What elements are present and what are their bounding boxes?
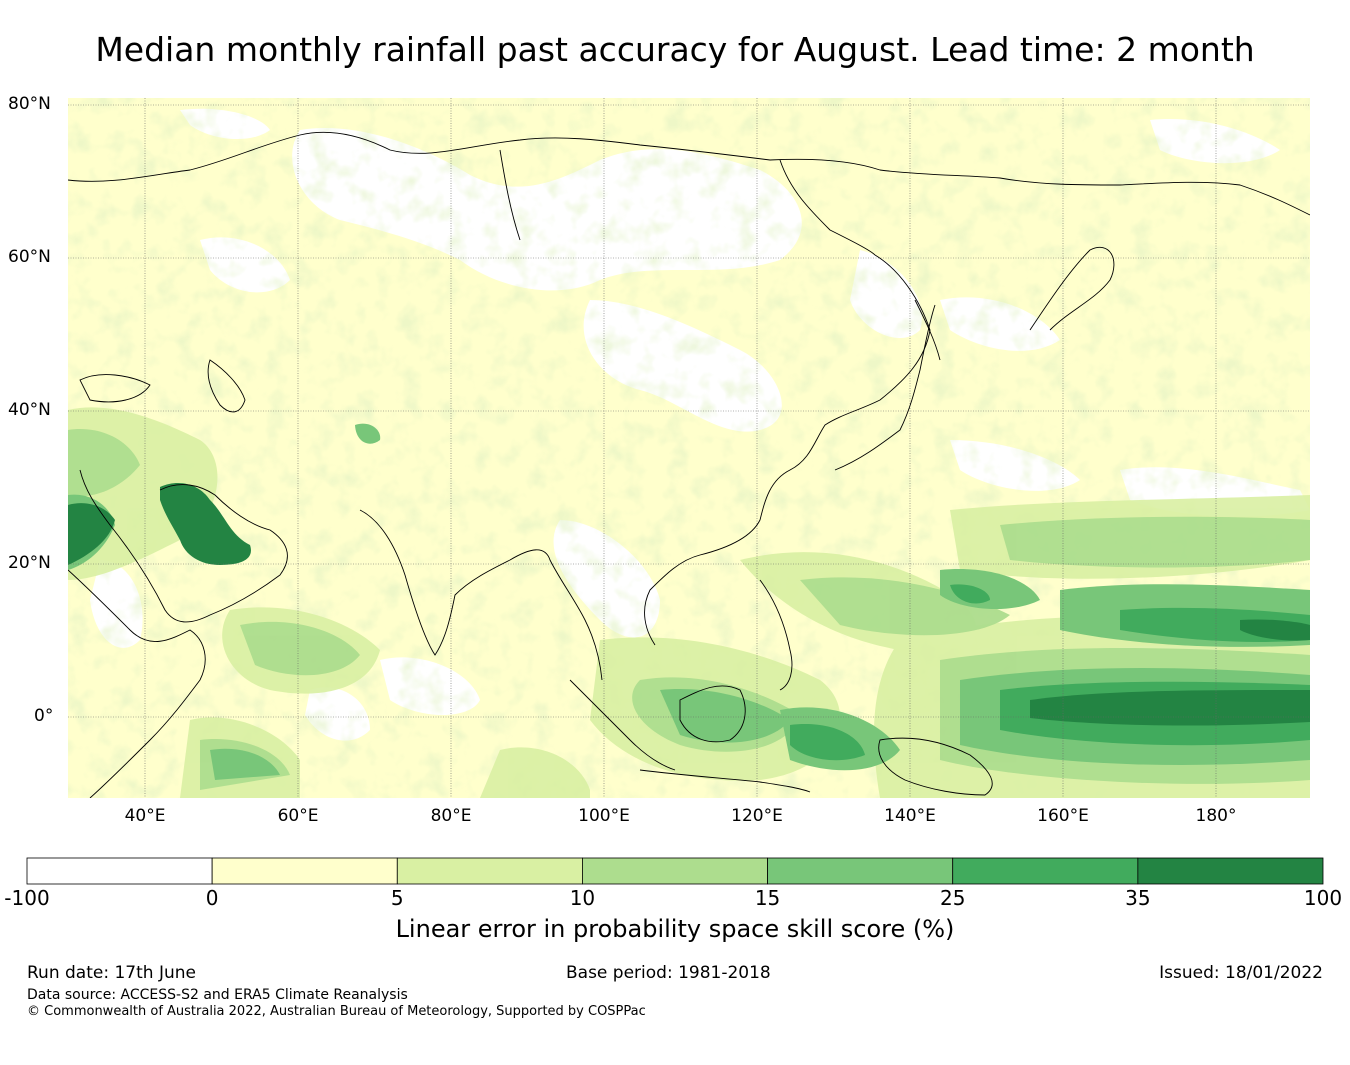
colorbar-tick-label: 5 [390, 886, 404, 910]
copyright: © Commonwealth of Australia 2022, Austra… [27, 1004, 646, 1019]
colorbar-tick-label: 10 [569, 886, 596, 910]
skill-35-100 [68, 483, 1310, 726]
map-title: Median monthly rainfall past accuracy fo… [95, 30, 1255, 69]
coastline-philippines [759, 579, 793, 691]
coastline-new-guinea [878, 737, 993, 796]
colorbar-segment [952, 857, 1139, 885]
lat-label-20n: 20°N [8, 553, 51, 573]
colorbar [0, 850, 1350, 920]
colorbar-tick-label: 100 [1303, 886, 1343, 910]
colorbar-segment [396, 857, 583, 885]
colorbar-segment [1137, 857, 1324, 885]
skill-score-map [68, 98, 1310, 798]
issued-date: Issued: 18/01/2022 [1159, 963, 1323, 983]
coastline-kamchatka [1029, 246, 1115, 331]
coastline-sakhalin [914, 299, 941, 361]
colorbar-tick-label: 25 [939, 886, 966, 910]
lat-label-40n: 40°N [8, 400, 51, 420]
lon-label-140e: 140°E [884, 806, 936, 826]
colorbar-segment [767, 857, 954, 885]
coastline-sumatra [569, 679, 676, 771]
lon-label-40e: 40°E [124, 806, 166, 826]
colorbar-bar [26, 857, 1324, 885]
lon-label-120e: 120°E [731, 806, 783, 826]
colorbar-segment [582, 857, 768, 885]
colorbar-tick-label: 15 [754, 886, 781, 910]
lon-label-60e: 60°E [277, 806, 319, 826]
coastline-east-asia [644, 254, 931, 646]
coastline-japan [834, 304, 936, 471]
map-area: 80°N 60°N 40°N 20°N 0° 40°E 60°E 80°E 10… [8, 94, 1310, 826]
colorbar-tick-label: 0 [205, 886, 219, 910]
lon-label-100e: 100°E [578, 806, 630, 826]
coastline-borneo [679, 685, 746, 743]
data-source: Data source: ACCESS-S2 and ERA5 Climate … [27, 987, 408, 1003]
coastline-caspian [207, 359, 246, 413]
lon-label-160e: 160°E [1037, 806, 1089, 826]
coastline-india [359, 509, 603, 681]
base-period: Base period: 1981-2018 [566, 963, 771, 983]
coastlines [68, 131, 1310, 798]
colorbar-tick-label: 35 [1125, 886, 1151, 910]
coastline-black-sea [79, 374, 151, 403]
gridlines [68, 98, 1310, 798]
lat-label-80n: 80°N [8, 94, 51, 114]
lon-label-80e: 80°E [430, 806, 472, 826]
coastline-java [639, 769, 811, 793]
colorbar-segment [26, 857, 213, 885]
lat-label-equator: 0° [34, 706, 54, 726]
coastline-arabia [79, 469, 288, 623]
colorbar-label: Linear error in probability space skill … [395, 915, 955, 943]
run-date: Run date: 17th June [27, 963, 196, 983]
coastline-africa [68, 569, 206, 798]
colorbar-tick-label: -100 [4, 886, 50, 910]
lon-label-180: 180° [1195, 806, 1237, 826]
coastline-north-asia [68, 131, 1310, 216]
colorbar-segment [211, 857, 398, 885]
lat-label-60n: 60°N [8, 247, 51, 267]
coastline-north-asia-bays [499, 149, 876, 256]
